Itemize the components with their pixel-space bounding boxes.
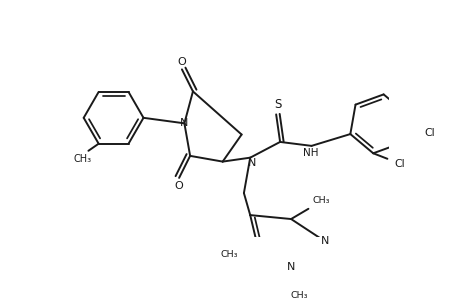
Text: Cl: Cl [423,128,434,138]
Text: N: N [247,158,255,168]
Text: N: N [320,236,328,246]
Text: CH₃: CH₃ [312,196,329,205]
Text: N: N [286,262,295,272]
Text: O: O [174,181,183,191]
Text: Cl: Cl [394,158,404,169]
Text: NH: NH [302,148,318,158]
Text: CH₃: CH₃ [220,250,237,259]
Text: O: O [177,56,186,67]
Text: CH₃: CH₃ [290,291,307,300]
Text: S: S [274,98,281,112]
Text: N: N [180,118,188,128]
Text: CH₃: CH₃ [74,154,92,164]
